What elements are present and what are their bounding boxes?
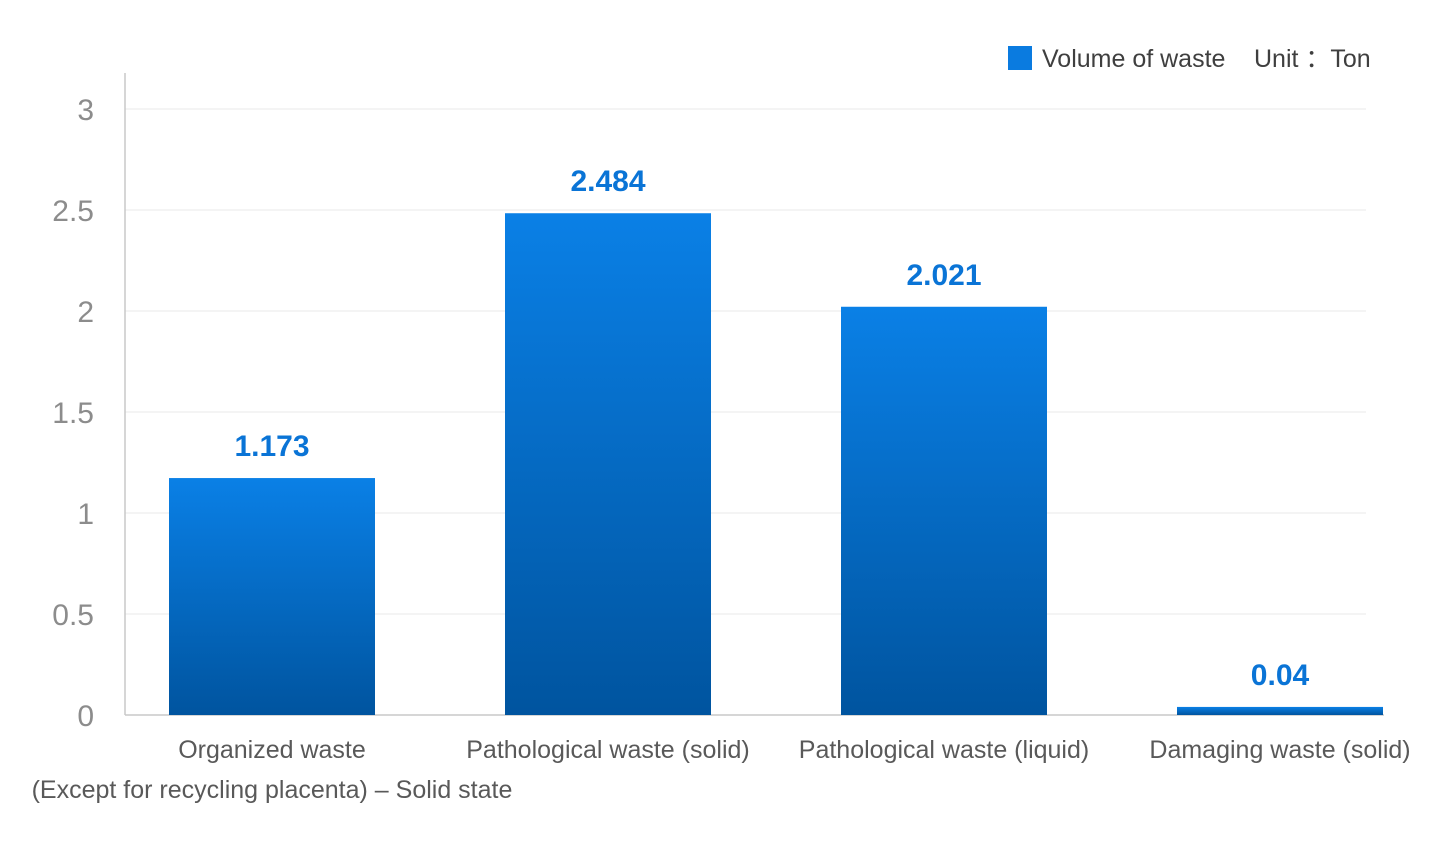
legend: Volume of waste Unit ：Ton — [1008, 45, 1371, 73]
y-tick-label: 0 — [77, 700, 94, 733]
category-note: (Except for recycling placenta) – Solid … — [32, 776, 513, 804]
bars — [169, 213, 1383, 715]
x-category-label: Pathological waste (liquid) — [799, 736, 1089, 764]
bar-value-label: 2.021 — [906, 259, 981, 292]
y-tick-label: 2 — [77, 296, 94, 329]
x-category-label: Damaging waste (solid) — [1149, 736, 1410, 764]
bar-value-label: 1.173 — [234, 430, 309, 463]
bar — [505, 213, 711, 715]
legend-label: Volume of waste — [1042, 45, 1225, 73]
y-tick-label: 3 — [77, 94, 94, 127]
x-category-label: Organized waste — [178, 736, 366, 764]
legend-swatch — [1008, 46, 1032, 70]
unit-label: Unit ：Ton — [1254, 45, 1371, 73]
y-tick-label: 1 — [77, 498, 94, 531]
y-tick-label: 1.5 — [52, 397, 94, 430]
x-category-label: Pathological waste (solid) — [466, 736, 749, 764]
y-tick-label: 0.5 — [52, 599, 94, 632]
labels: 0 0.5 1 1.5 2 2.5 3 1.173 Organized waste 2.484 Pa… — [32, 94, 1411, 804]
bar-value-label: 0.04 — [1251, 659, 1310, 692]
bar — [169, 478, 375, 715]
y-tick-label: 2.5 — [52, 195, 94, 228]
bar — [841, 306, 1047, 715]
bar-value-label: 2.484 — [570, 165, 645, 198]
bar — [1177, 706, 1383, 715]
